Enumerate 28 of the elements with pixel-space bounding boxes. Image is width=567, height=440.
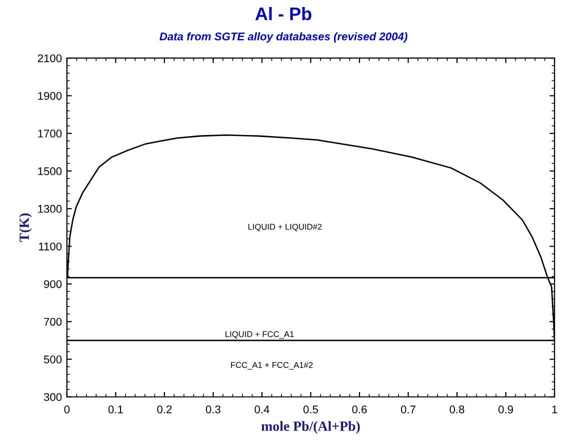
y-tick-label: 2100: [38, 54, 62, 62]
y-tick-label: 500: [44, 356, 62, 364]
x-tick-label: 0.4: [254, 406, 270, 414]
y-tick-label: 1500: [38, 167, 62, 176]
y-axis-title: T(K): [19, 213, 32, 242]
x-tick-label: 0.8: [450, 406, 464, 414]
x-tick-label: 0: [64, 406, 70, 414]
x-tick-label: 1: [552, 406, 558, 414]
y-tick-label: 900: [44, 280, 62, 288]
x-axis-title: mole Pb/(Al+Pb): [261, 421, 360, 434]
y-tick-label: 700: [44, 318, 62, 326]
x-tick-label: 0.3: [206, 406, 220, 414]
annotation: LIQUID + LIQUID#2: [248, 224, 322, 232]
y-tick-label: 1700: [38, 130, 62, 138]
x-tick-label: 0.6: [352, 406, 367, 414]
chart-title: Al - Pb: [255, 6, 312, 20]
x-tick-label: 0.9: [498, 406, 513, 414]
annotation: LIQUID + FCC_A1: [226, 331, 294, 339]
x-tick-label: 0.2: [157, 406, 172, 414]
y-tick-label: 1100: [38, 242, 62, 250]
y-tick-label: 1900: [38, 92, 62, 100]
y-tick-label: 300: [44, 393, 62, 402]
annotation: FCC_A1 + FCC_A1#2: [231, 362, 313, 370]
y-tick-label: 1300: [38, 204, 62, 213]
x-tick-label: 0.1: [108, 406, 123, 414]
x-tick-label: 0.7: [400, 406, 416, 414]
chart-subtitle: Data from SGTE alloy databases (revised 2004): [160, 32, 408, 43]
x-tick-label: 0.5: [303, 406, 318, 414]
